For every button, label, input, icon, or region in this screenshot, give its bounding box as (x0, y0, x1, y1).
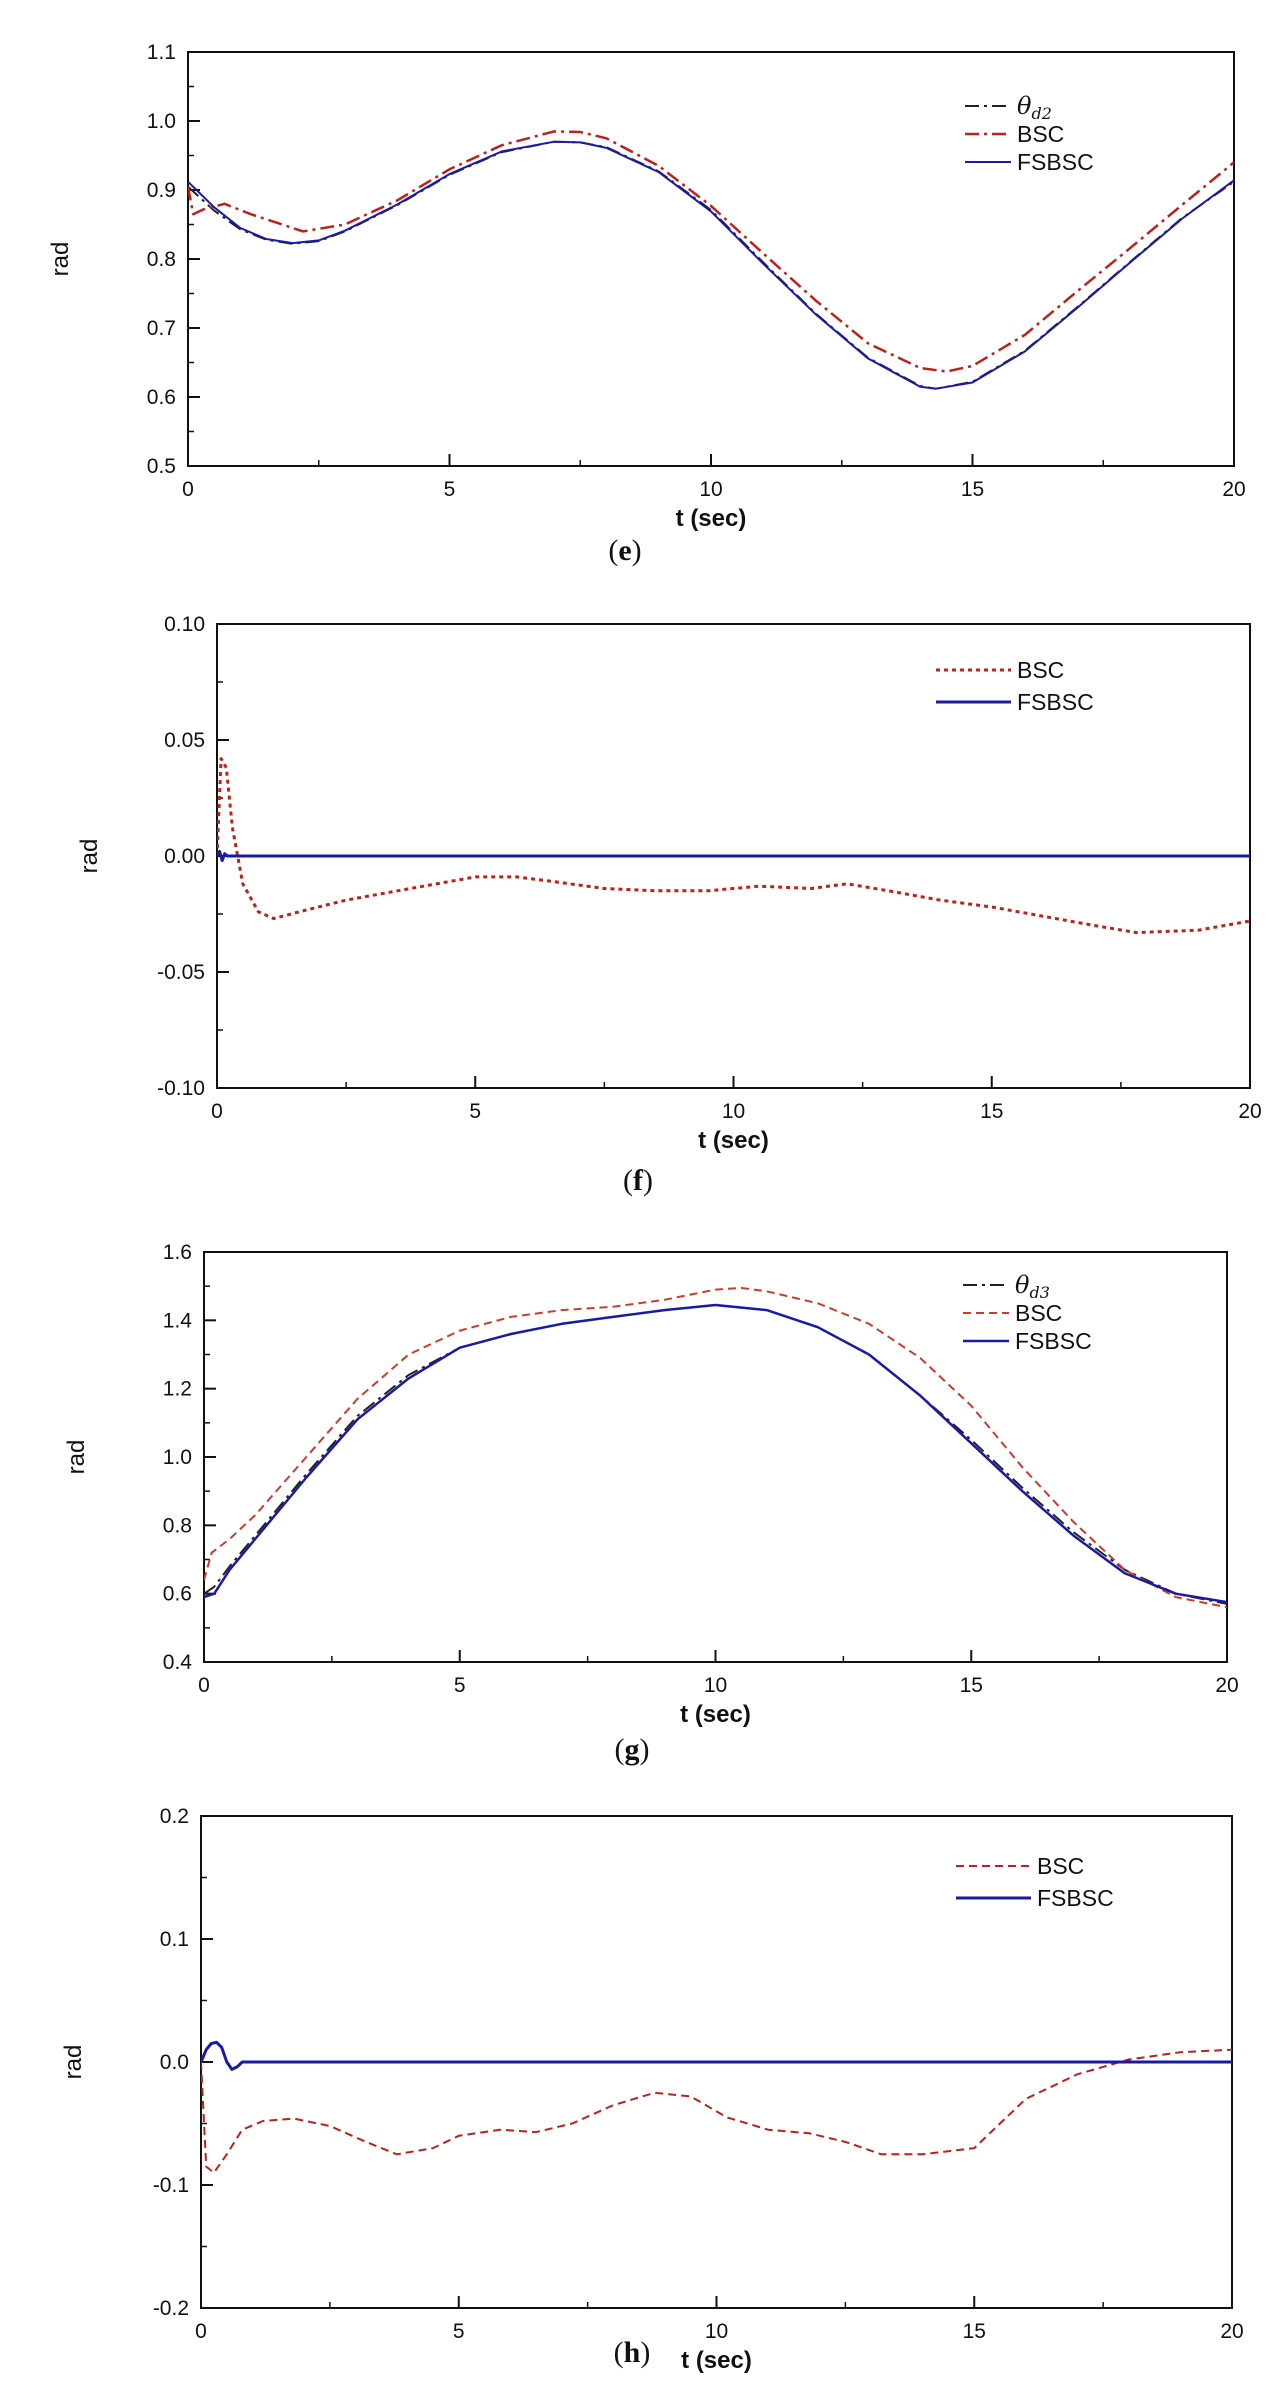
series-line-bsc (201, 2048, 1232, 2174)
series-line-fsbsc (217, 849, 1250, 863)
chart-f: 0 5 10 15 20 -0.10 -0.05 0.00 0.05 0.10 t (sec) rad… (76, 613, 1262, 1197)
series-line-fsbsc (188, 140, 1234, 390)
y-tick-label: 0.4 (163, 1651, 193, 1674)
x-tick-label: 0 (211, 1100, 223, 1123)
x-tick-label: 10 (704, 1674, 727, 1697)
legend-label: BSC (1037, 1853, 1084, 1879)
x-tick-label: 15 (960, 1674, 983, 1697)
x-tick-label: 20 (1215, 1674, 1238, 1697)
y-tick-label: 1.2 (163, 1378, 192, 1401)
x-tick-label: 0 (195, 2320, 207, 2343)
y-tick-label: 0.6 (163, 1583, 192, 1606)
x-tick-label: 10 (705, 2320, 728, 2343)
x-tick-label: 0 (182, 478, 194, 501)
x-tick-label: 10 (722, 1100, 745, 1123)
x-axis-label: t (sec) (698, 1127, 769, 1154)
y-tick-label: -0.05 (157, 961, 205, 984)
y-axis-label: rad (63, 1440, 90, 1475)
x-tick-label: 5 (469, 1100, 481, 1123)
legend-label: FSBSC (1037, 1885, 1114, 1911)
y-tick-label: 1.4 (163, 1309, 193, 1332)
legend-label: FSBSC (1017, 149, 1094, 175)
x-tick-label: 0 (198, 1674, 210, 1697)
y-tick-label: 0.8 (163, 1514, 192, 1537)
panel-caption: (h) (614, 2336, 651, 2369)
y-tick-label: 0.2 (160, 1805, 189, 1828)
y-axis-label: rad (76, 839, 103, 874)
panel-caption: (f) (623, 1164, 653, 1197)
y-tick-label: 1.0 (147, 110, 176, 133)
legend-label: BSC (1017, 657, 1064, 683)
y-tick-label: 0.0 (160, 2051, 189, 2074)
y-axis-label: rad (60, 2045, 87, 2080)
y-tick-label: 0.00 (164, 845, 205, 868)
legend-label: θd3 (1015, 1271, 1050, 1302)
legend-label: FSBSC (1017, 689, 1094, 715)
series-line-bsc (188, 130, 1234, 373)
y-tick-label: 0.05 (164, 729, 205, 752)
legend-label: BSC (1017, 121, 1064, 147)
y-tick-label: 0.8 (147, 248, 176, 271)
y-tick-label: 0.10 (164, 613, 205, 636)
y-tick-label: 1.1 (147, 41, 176, 64)
series-line-bsc (217, 757, 1250, 935)
x-tick-label: 5 (444, 478, 456, 501)
y-tick-label: 1.6 (163, 1241, 192, 1264)
x-tick-label: 10 (699, 478, 722, 501)
x-tick-label: 15 (961, 478, 984, 501)
y-tick-label: -0.1 (153, 2174, 189, 2197)
y-tick-label: 0.7 (147, 317, 176, 340)
panel-caption: (g) (615, 1733, 650, 1766)
x-axis-label: t (sec) (681, 2347, 752, 2374)
legend-label: FSBSC (1015, 1328, 1092, 1354)
x-tick-label: 5 (454, 1674, 466, 1697)
x-axis-label: t (sec) (680, 1701, 751, 1728)
y-tick-label: 0.6 (147, 386, 176, 409)
y-axis-label: rad (47, 242, 74, 277)
x-tick-label: 5 (453, 2320, 465, 2343)
x-tick-label: 15 (963, 2320, 986, 2343)
chart-e: 0 5 10 15 20 0.5 0.6 0.7 0.8 0.9 1.0 1.1 t (sec) rad θ… (47, 41, 1246, 567)
x-tick-label: 20 (1238, 1100, 1261, 1123)
series-line-fsbsc (201, 2040, 1232, 2071)
x-tick-label: 15 (980, 1100, 1003, 1123)
y-tick-label: 1.0 (163, 1446, 192, 1469)
series-line-bsc (204, 1286, 1227, 1609)
y-tick-label: 0.5 (147, 455, 176, 478)
y-tick-label: 0.1 (160, 1928, 189, 1951)
x-axis-label: t (sec) (676, 505, 747, 532)
legend-label: θd2 (1017, 92, 1052, 123)
x-tick-label: 20 (1220, 2320, 1243, 2343)
x-tick-label: 20 (1222, 478, 1245, 501)
y-tick-label: -0.2 (153, 2297, 189, 2320)
y-tick-label: -0.10 (157, 1077, 205, 1100)
y-tick-label: 0.9 (147, 179, 176, 202)
series-line-fsbsc (204, 1303, 1227, 1604)
chart-h: 0 5 10 15 20 -0.2 -0.1 0.0 0.1 0.2 t (sec) rad BSC FS… (60, 1805, 1244, 2374)
legend-label: BSC (1015, 1300, 1062, 1326)
panel-caption: (e) (608, 534, 641, 567)
chart-g: 0 5 10 15 20 0.4 0.6 0.8 1.0 1.2 1.4 1.6 t (sec) rad θ… (63, 1241, 1239, 1766)
